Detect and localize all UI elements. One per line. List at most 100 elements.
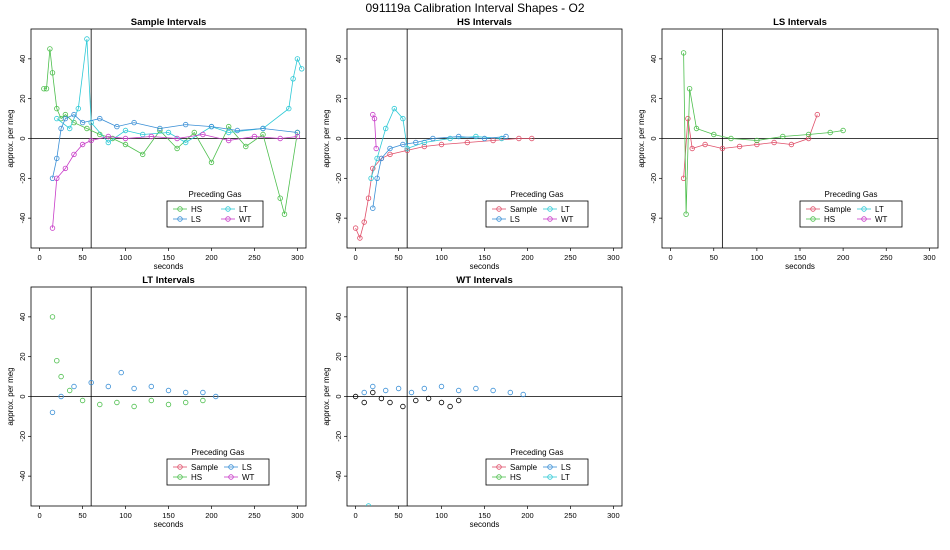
data-point-lt bbox=[473, 133, 479, 140]
y-tick-label: -20 bbox=[334, 173, 343, 184]
data-point-lt bbox=[225, 129, 232, 136]
series-line-ls bbox=[372, 136, 507, 209]
legend-marker bbox=[228, 474, 234, 480]
data-point-ls bbox=[58, 393, 64, 400]
data-point-ls bbox=[182, 121, 189, 128]
legend-marker bbox=[177, 216, 183, 222]
legend-label: Sample bbox=[191, 463, 219, 472]
legend-marker bbox=[547, 216, 553, 222]
data-point-lt bbox=[499, 135, 505, 142]
legend-marker bbox=[810, 206, 816, 212]
data-point-lt bbox=[365, 503, 372, 506]
data-point-black bbox=[413, 397, 419, 404]
x-tick-label: 100 bbox=[119, 511, 132, 520]
legend-title: Preceding Gas bbox=[192, 448, 245, 457]
data-point-ls bbox=[456, 133, 462, 140]
data-point-lt bbox=[368, 175, 374, 181]
data-point-hs bbox=[840, 127, 846, 134]
data-point-hs bbox=[686, 85, 693, 92]
data-point-sample bbox=[689, 145, 695, 152]
legend-label: WT bbox=[561, 215, 574, 224]
data-point-black bbox=[370, 389, 376, 396]
data-point-hs bbox=[165, 401, 172, 408]
data-point-sample bbox=[357, 235, 363, 241]
data-point-hs bbox=[174, 145, 180, 152]
data-point-sample bbox=[719, 145, 726, 152]
data-point-hs bbox=[277, 195, 283, 201]
data-point-ls bbox=[157, 125, 163, 132]
y-tick-label: -40 bbox=[649, 213, 658, 224]
legend-label: HS bbox=[510, 473, 521, 482]
data-point-wt bbox=[277, 135, 283, 142]
data-point-wt bbox=[251, 133, 258, 140]
x-axis-label: seconds bbox=[470, 262, 500, 271]
legend-title: Preceding Gas bbox=[511, 448, 564, 457]
data-point-sample bbox=[788, 141, 795, 148]
data-point-sample bbox=[421, 143, 427, 150]
legend-label: HS bbox=[191, 205, 202, 214]
panel-3: LT Intervals 0 50 100 150 200 250 300 -40 -20 0 20 4… bbox=[6, 275, 307, 529]
legend-marker bbox=[810, 216, 816, 222]
data-point-ls bbox=[49, 409, 56, 416]
data-point-ls bbox=[383, 387, 389, 394]
y-axis-label: approx. per meg bbox=[322, 109, 331, 167]
x-axis-label: seconds bbox=[154, 520, 184, 529]
data-point-ls bbox=[413, 139, 419, 146]
x-tick-label: 150 bbox=[794, 253, 807, 262]
legend-label: LT bbox=[561, 473, 570, 482]
data-point-wt bbox=[54, 175, 60, 181]
data-point-lt bbox=[182, 139, 189, 146]
panel-title: WT Intervals bbox=[456, 275, 513, 286]
data-point-lt bbox=[400, 115, 406, 122]
data-point-hs bbox=[139, 151, 146, 158]
data-point-wt bbox=[79, 141, 86, 148]
data-point-sample bbox=[736, 143, 743, 150]
data-point-lt bbox=[54, 115, 60, 122]
data-point-ls bbox=[400, 141, 406, 148]
series-line-hs bbox=[43, 48, 298, 215]
data-point-lt bbox=[165, 129, 172, 136]
y-tick-label: -40 bbox=[18, 213, 27, 224]
x-axis-label: seconds bbox=[154, 262, 184, 271]
x-tick-label: 250 bbox=[880, 253, 893, 262]
y-axis-label: approx. per meg bbox=[637, 109, 646, 167]
x-axis-label: seconds bbox=[785, 262, 815, 271]
data-point-sample bbox=[814, 111, 820, 118]
data-point-ls bbox=[520, 391, 526, 398]
y-tick-label: 0 bbox=[649, 136, 658, 140]
data-point-hs bbox=[49, 314, 56, 320]
data-point-black bbox=[387, 399, 393, 406]
data-point-hs bbox=[182, 399, 189, 406]
x-tick-label: 200 bbox=[837, 253, 850, 262]
data-point-lt bbox=[294, 56, 301, 62]
data-point-sample bbox=[387, 151, 393, 158]
x-tick-label: 150 bbox=[478, 511, 491, 520]
data-point-ls bbox=[387, 145, 393, 152]
data-point-ls bbox=[260, 125, 266, 132]
data-point-ls bbox=[378, 155, 385, 162]
data-point-ls bbox=[395, 385, 402, 392]
series-line-hs bbox=[683, 52, 844, 215]
legend-marker bbox=[547, 464, 553, 470]
data-point-black bbox=[352, 393, 359, 400]
legend-label: LS bbox=[242, 463, 252, 472]
x-tick-label: 300 bbox=[607, 253, 620, 262]
data-point-ls bbox=[54, 155, 60, 162]
data-point-lt bbox=[447, 135, 453, 142]
data-point-hs bbox=[79, 397, 86, 404]
data-point-black bbox=[456, 397, 462, 404]
data-point-hs bbox=[711, 131, 717, 138]
data-point-lt bbox=[105, 139, 111, 146]
data-point-ls bbox=[105, 383, 111, 390]
x-tick-label: 150 bbox=[162, 511, 175, 520]
data-point-sample bbox=[516, 135, 522, 142]
data-point-hs bbox=[97, 401, 103, 408]
y-axis-label: approx. per meg bbox=[6, 367, 15, 425]
data-point-sample bbox=[685, 115, 691, 122]
data-point-ls bbox=[118, 369, 124, 376]
data-point-ls bbox=[79, 119, 86, 126]
data-point-hs bbox=[243, 143, 249, 150]
x-tick-label: 50 bbox=[394, 253, 402, 262]
x-tick-label: 200 bbox=[205, 253, 218, 262]
